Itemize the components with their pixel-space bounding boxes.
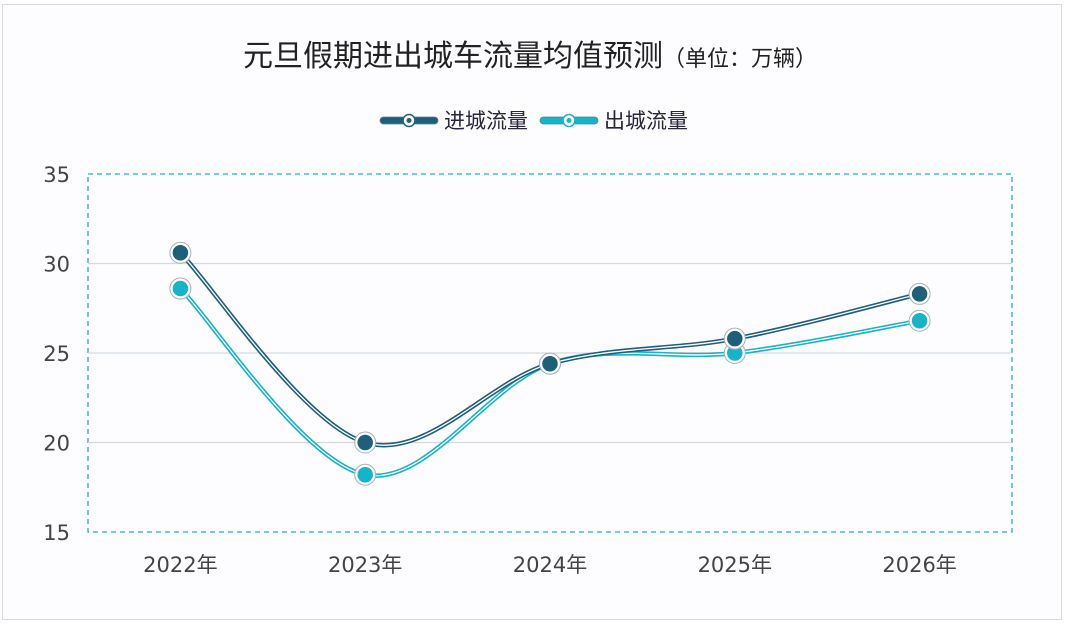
series-line-highlight xyxy=(179,288,920,477)
data-point xyxy=(170,242,191,264)
data-point xyxy=(354,464,376,485)
series-line-highlight xyxy=(179,252,920,446)
y-tick-label: 25 xyxy=(43,342,70,366)
legend-label: 进城流量 xyxy=(444,109,528,133)
data-point xyxy=(724,328,746,349)
series-line xyxy=(178,286,920,479)
legend: 进城流量 出城流量 xyxy=(379,109,688,133)
x-tick-label: 2022年 xyxy=(143,553,217,577)
series-line xyxy=(178,251,921,448)
y-tick-label: 35 xyxy=(43,163,70,187)
legend-label: 出城流量 xyxy=(604,109,688,133)
y-tick-label: 15 xyxy=(43,521,70,545)
data-point-ring xyxy=(354,463,377,486)
y-tick-label: 20 xyxy=(43,432,70,456)
legend-marker-dot xyxy=(566,118,572,123)
chart-frame xyxy=(2,4,1062,620)
data-point-ring xyxy=(354,431,377,454)
data-point-ring xyxy=(723,327,746,350)
data-point-ring xyxy=(539,352,561,375)
x-tick-label: 2026年 xyxy=(882,553,956,577)
y-tick-label: 30 xyxy=(43,253,70,277)
data-point-ring xyxy=(169,241,192,264)
data-point xyxy=(539,353,561,374)
data-point-ring xyxy=(908,309,931,332)
data-point xyxy=(909,283,930,305)
data-point xyxy=(354,432,376,453)
data-point-ring xyxy=(169,277,192,300)
x-tick-label: 2024年 xyxy=(513,553,587,577)
chart-title: 元旦假期进出城车流量均值预测（单位：万辆） xyxy=(243,39,817,74)
data-point-ring xyxy=(908,282,931,305)
data-point xyxy=(170,278,191,299)
x-tick-label: 2023年 xyxy=(328,553,402,577)
legend-marker-dot xyxy=(406,118,412,123)
x-tick-label: 2025年 xyxy=(698,553,772,577)
data-point xyxy=(909,310,930,332)
